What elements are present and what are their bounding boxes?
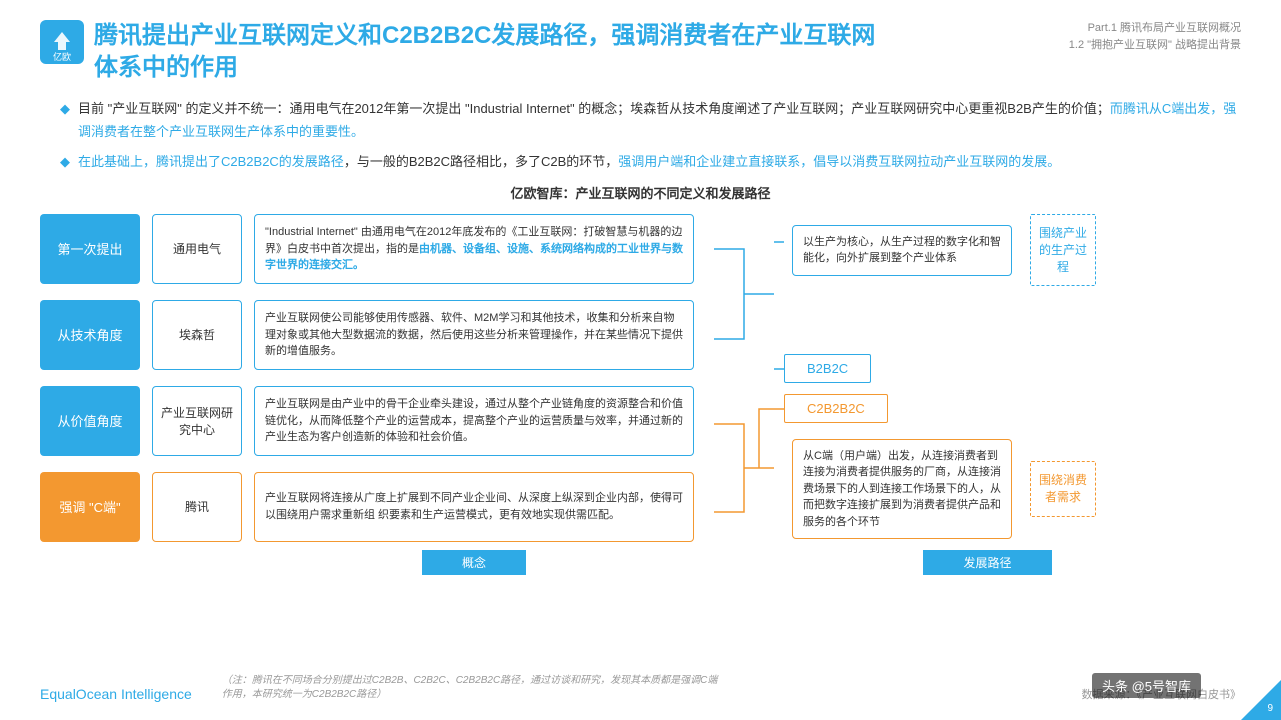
desc-box: 产业互联网是由产业中的骨干企业牵头建设，通过从整个产业链角度的资源整合和价值链优… [254, 386, 694, 456]
source-box: 产业互联网研究中心 [152, 386, 242, 456]
category-box: 第一次提出 [40, 214, 140, 284]
source-box: 通用电气 [152, 214, 242, 284]
source-box: 腾讯 [152, 472, 242, 542]
desc-box: 产业互联网将连接从广度上扩展到不同产业企业间、从深度上纵深到企业内部，使得可以围… [254, 472, 694, 542]
desc-box: "Industrial Internet" 由通用电气在2012年底发布的《工业… [254, 214, 694, 284]
path-label-c2b2b2c: C2B2B2C [784, 394, 888, 423]
right-summary-box: 从C端（用户端）出发，从连接消费者到连接为消费者提供服务的厂商，从连接消费场景下… [792, 439, 1012, 540]
footer-brand: EqualOcean Intelligence [40, 686, 192, 702]
right-summary-box: 以生产为核心，从生产过程的数字化和智能化，向外扩展到整个产业体系 [792, 225, 1012, 276]
category-box: 强调 "C端" [40, 472, 140, 542]
watermark: 头条 @5号智库 [1092, 673, 1201, 698]
desc-box: 产业互联网使公司能够使用传感器、软件、M2M学习和其他技术，收集和分析来自物理对… [254, 300, 694, 370]
section-label-concept: 概念 [422, 550, 526, 575]
footer: EqualOcean Intelligence （注：腾讯在不同场合分别提出过C… [40, 674, 1241, 702]
right-dash-box: 围绕消费者需求 [1030, 461, 1096, 517]
diagram: 第一次提出 从技术角度 从价值角度 强调 "C端" 通用电气 埃森哲 产业互联网… [40, 214, 1241, 544]
category-box: 从价值角度 [40, 386, 140, 456]
bullet-list: ◆目前 "产业互联网" 的定义并不统一：通用电气在2012年第一次提出 "Ind… [60, 97, 1241, 173]
footer-note: （注：腾讯在不同场合分别提出过C2B2B、C2B2C、C2B2B2C路径，通过访… [222, 674, 722, 702]
page-number: 9 [1267, 703, 1273, 714]
page-title: 腾讯提出产业互联网定义和C2B2B2C发展路径，强调消费者在产业互联网体系中的作… [94, 20, 894, 85]
section-label-path: 发展路径 [923, 550, 1051, 575]
category-box: 从技术角度 [40, 300, 140, 370]
path-label-b2b2c: B2B2C [784, 354, 871, 383]
logo: 亿欧 [40, 20, 84, 64]
corner-decoration [1241, 680, 1281, 720]
diagram-title: 亿欧智库：产业互联网的不同定义和发展路径 [40, 183, 1241, 202]
right-dash-box: 围绕产业的生产过程 [1030, 214, 1096, 286]
source-box: 埃森哲 [152, 300, 242, 370]
breadcrumb: Part.1 腾讯布局产业互联网概况 1.2 "拥抱产业互联网" 战略提出背景 [1069, 20, 1241, 53]
